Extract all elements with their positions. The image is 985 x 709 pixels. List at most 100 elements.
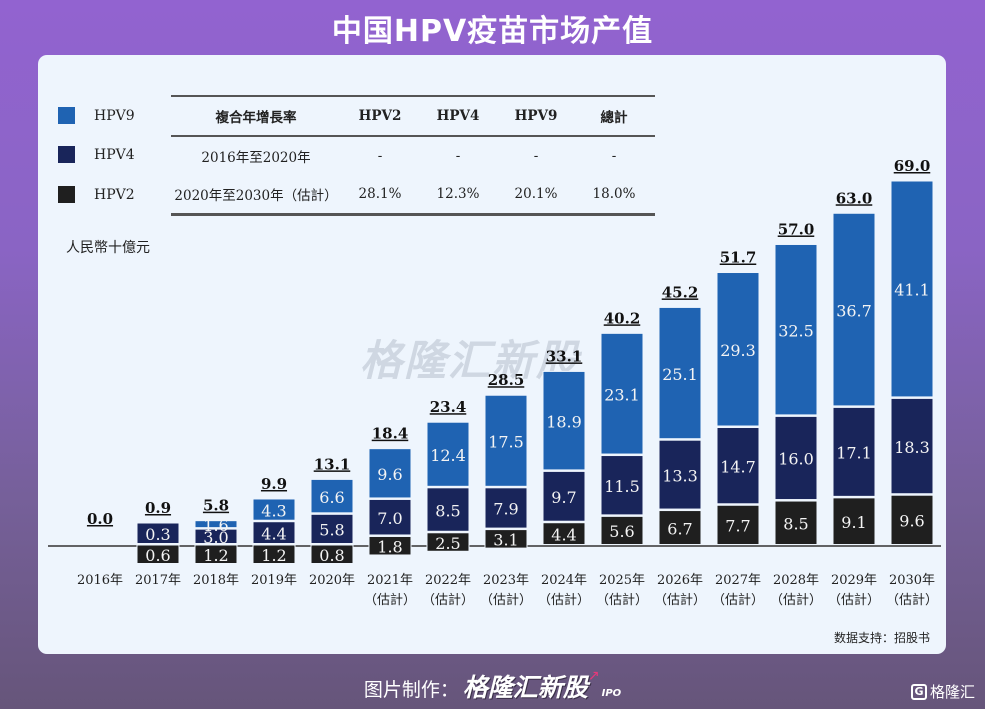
source-note: 数据支持：招股书 bbox=[833, 631, 930, 645]
bar-segment-hpv4 bbox=[542, 470, 586, 522]
table-rule bbox=[171, 213, 655, 216]
bar-segment-hpv2 bbox=[774, 500, 818, 545]
footer-ipo-label: IPO bbox=[601, 688, 622, 699]
cagr-table: 複合年增長率 HPV2 HPV4 HPV9 總計 2016年至2020年 - -… bbox=[171, 95, 655, 216]
bar-total-label: 0.0 bbox=[87, 510, 113, 528]
bar-segment-hpv2 bbox=[252, 544, 296, 564]
bar-segment-label: 0.3 bbox=[145, 525, 170, 544]
bar-segment-hpv2 bbox=[600, 515, 644, 545]
legend-swatch-hpv9 bbox=[58, 107, 75, 124]
bar-segment-hpv2 bbox=[484, 529, 528, 549]
x-tick-label: 2016年 bbox=[77, 573, 123, 588]
bar-segment-label: 7.0 bbox=[377, 509, 402, 528]
bar-segment-hpv2 bbox=[368, 535, 412, 556]
x-tick-sublabel: （估計） bbox=[828, 592, 880, 608]
table-rule bbox=[171, 135, 655, 137]
legend-label: HPV4 bbox=[94, 146, 135, 163]
bar-segment-label: 29.3 bbox=[720, 341, 756, 360]
page-title: 中国HPV疫苗市场产值 bbox=[331, 14, 654, 49]
bar-segment-hpv2 bbox=[658, 510, 702, 546]
table-row: 2016年至2020年 - - - - bbox=[171, 137, 655, 175]
x-tick-label: 2024年 bbox=[541, 573, 587, 588]
bar-segment-label: 4.4 bbox=[261, 524, 286, 543]
bar-segment-hpv4 bbox=[716, 427, 760, 505]
bar-segment-label: 16.0 bbox=[778, 450, 814, 469]
bar-total-label: 28.5 bbox=[488, 371, 525, 389]
x-tick-label: 2030年 bbox=[889, 573, 935, 588]
legend-swatch-hpv2 bbox=[58, 186, 75, 203]
bar-segment-label: 5.6 bbox=[609, 522, 634, 541]
corner-logo-text: 格隆汇 bbox=[929, 683, 975, 701]
bar-total-label: 18.4 bbox=[372, 425, 409, 443]
bar-segment-hpv4 bbox=[774, 415, 818, 501]
bar-total-label: 51.7 bbox=[720, 249, 757, 267]
legend-item-hpv9: HPV9 bbox=[58, 107, 135, 124]
trend-arrow-icon: ↗ bbox=[587, 668, 600, 684]
table-cell: - bbox=[611, 148, 617, 164]
bar-segment-label: 9.6 bbox=[377, 465, 402, 484]
bar-segment-hpv9 bbox=[600, 332, 644, 455]
x-tick-sublabel: （估計） bbox=[654, 592, 706, 608]
bar-segment-label: 25.1 bbox=[662, 365, 698, 384]
x-tick-label: 2017年 bbox=[135, 573, 181, 588]
table-cell: 18.0% bbox=[592, 186, 636, 202]
bar-segment-hpv4 bbox=[600, 455, 644, 516]
bar-segment-label: 9.1 bbox=[841, 513, 866, 532]
bar-segment-label: 36.7 bbox=[836, 301, 872, 320]
bar-segment-label: 12.4 bbox=[430, 446, 466, 465]
bar-segment-hpv9 bbox=[368, 448, 412, 499]
bar-total-label: 57.0 bbox=[778, 220, 815, 238]
bar-segment-label: 8.5 bbox=[783, 515, 808, 534]
bar-segment-label: 41.1 bbox=[894, 281, 930, 300]
x-tick-label: 2027年 bbox=[715, 573, 761, 588]
table-header-cell: HPV9 bbox=[514, 108, 558, 124]
footer: 图片制作： 格隆汇新股↗IPO bbox=[0, 668, 985, 704]
bar-segment-label: 18.3 bbox=[894, 438, 930, 457]
bar-segment-hpv2 bbox=[136, 544, 180, 564]
bar-segment-label: 1.2 bbox=[261, 546, 286, 565]
bar-segment-hpv4 bbox=[426, 487, 470, 532]
bar-segment-label: 9.6 bbox=[899, 512, 924, 531]
footer-brand-logo: 格隆汇新股 bbox=[462, 673, 588, 702]
bar-total-label: 40.2 bbox=[604, 309, 641, 327]
bar-segment-label: 23.1 bbox=[604, 385, 640, 404]
x-tick-label: 2028年 bbox=[773, 573, 819, 588]
legend-label: HPV2 bbox=[94, 186, 135, 203]
bar-total-label: 5.8 bbox=[203, 497, 229, 515]
x-tick-sublabel: （估計） bbox=[480, 592, 532, 608]
table-header-cell: 複合年增長率 bbox=[215, 110, 297, 126]
bar-segment-label: 17.5 bbox=[488, 433, 524, 452]
bar-segment-label: 4.3 bbox=[261, 501, 286, 520]
table-cell: - bbox=[377, 148, 383, 164]
x-tick-label: 2020年 bbox=[309, 573, 355, 588]
bar-segment-hpv4 bbox=[832, 406, 876, 497]
bar-segment-label: 9.7 bbox=[551, 488, 576, 507]
bar-segment-hpv9 bbox=[194, 520, 238, 529]
table-row: 2020年至2030年（估計） 28.1% 12.3% 20.1% 18.0% bbox=[171, 175, 655, 213]
bar-segment-hpv4 bbox=[194, 528, 238, 544]
bar-segment-label: 7.7 bbox=[725, 517, 750, 536]
bar-segment-hpv4 bbox=[368, 498, 412, 536]
bar-segment-hpv9 bbox=[716, 272, 760, 427]
bar-segment-hpv9 bbox=[774, 243, 818, 416]
brand-g-icon: G bbox=[910, 683, 927, 700]
table-cell: 2020年至2030年（估計） bbox=[174, 188, 338, 204]
bar-segment-label: 5.8 bbox=[319, 521, 344, 540]
bar-segment-hpv9 bbox=[484, 394, 528, 487]
x-tick-sublabel: （估計） bbox=[364, 592, 416, 608]
x-tick-label: 2018年 bbox=[193, 573, 239, 588]
bar-segment-label: 4.4 bbox=[551, 525, 576, 544]
table-rule bbox=[171, 95, 655, 97]
bar-segment-label: 6.6 bbox=[319, 488, 344, 507]
bar-segment-label: 32.5 bbox=[778, 321, 814, 340]
bar-segment-hpv4 bbox=[252, 521, 296, 545]
bar-segment-label: 14.7 bbox=[720, 457, 756, 476]
footer-prefix: 图片制作： bbox=[363, 679, 459, 701]
bar-segment-hpv2 bbox=[194, 544, 238, 564]
x-tick-sublabel: （估計） bbox=[596, 592, 648, 608]
bar-segment-label: 1.6 bbox=[203, 516, 228, 535]
x-tick-label: 2029年 bbox=[831, 573, 877, 588]
legend-item-hpv2: HPV2 bbox=[58, 186, 135, 203]
bar-segment-hpv4 bbox=[310, 513, 354, 545]
bar-segment-hpv9 bbox=[310, 478, 354, 514]
